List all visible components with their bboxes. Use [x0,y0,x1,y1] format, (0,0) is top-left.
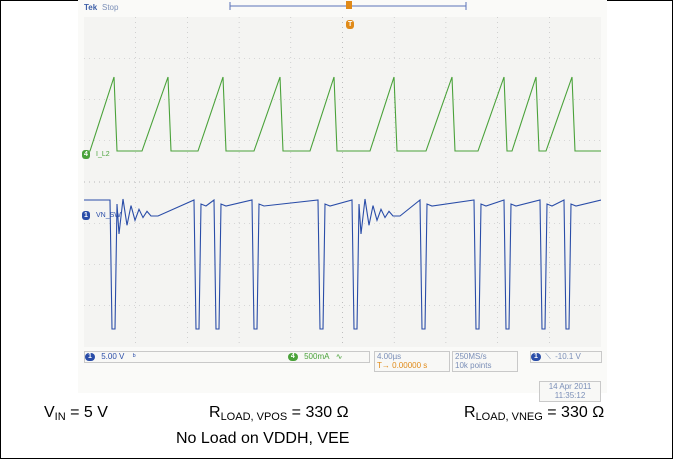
channel-1-ground-marker[interactable]: 1 [82,211,90,220]
vertical-scale-panel[interactable]: 1 5.00 V ᵇ 4 500mA ∿ [84,351,370,363]
channel-1-label: VN_SW [96,212,121,219]
channel-4-current-trace [84,76,601,152]
trigger-offset-icon: T→ [377,361,390,370]
trigger-position-marker: T [346,20,355,29]
rneg-subscript: LOAD, VNEG [475,411,543,423]
vin-value: = 5 V [65,404,108,421]
graticule-grid [84,17,602,347]
channel-4-badge: 4 [287,352,298,361]
acquisition-status: Stop [102,3,119,12]
channel-1-scale: 5.00 V [101,352,125,361]
channel-4-coupling-icon: ∿ [335,352,343,361]
falling-edge-icon: ⟍ [545,352,551,361]
oscilloscope-display: Tek Stop 4 I_L2 1 VN_SW T 1 5.00 V ᵇ 4 5… [78,0,607,402]
waveform-graticule [84,17,602,347]
acquisition-panel[interactable]: 250MS/s 10k points [452,351,518,372]
rload-vneg-caption: RLOAD, VNEG = 330 Ω [464,404,604,423]
capture-date: 14 Apr 2011 [548,382,592,391]
vin-subscript: IN [54,411,66,423]
record-length: 10k points [455,361,492,370]
trigger-source-badge: 1 [531,352,541,361]
scope-status-bar: 1 5.00 V ᵇ 4 500mA ∿ 4.00µs T→ 0.00000 s… [84,351,602,379]
channel-4-scale: 500mA [304,352,330,361]
channel-1-voltage-trace [84,198,602,330]
rpos-symbol: R [209,404,221,421]
timebase-panel[interactable]: 4.00µs T→ 0.00000 s [374,351,450,372]
bandwidth-limit-icon: ᵇ [132,352,136,361]
capture-time: 11:35:12 [554,391,586,400]
rpos-value: = 330 Ω [287,404,349,421]
rload-vpos-caption: RLOAD, VPOS = 330 Ω [209,404,349,423]
timestamp-panel: 14 Apr 2011 11:35:12 [539,381,601,402]
sample-rate: 250MS/s [455,352,487,361]
vin-symbol: V [44,404,55,421]
load-note-caption: No Load on VDDH, VEE [176,430,350,447]
channel-4-ground-marker[interactable]: 4 [82,150,90,159]
input-voltage-caption: VIN = 5 V [44,404,108,423]
rneg-value: = 330 Ω [542,404,605,421]
record-position-bar [229,1,467,10]
trigger-level: -10.1 V [555,352,581,361]
trigger-offset-value: 0.00000 s [392,361,428,370]
channel-4-label: I_L2 [96,151,110,158]
rpos-subscript: LOAD, VPOS [220,411,288,423]
brand-logo: Tek [84,3,98,12]
trigger-panel[interactable]: 1 ⟍ -10.1 V [530,351,602,363]
timebase-value: 4.00µs [377,352,402,361]
rneg-symbol: R [464,404,476,421]
channel-1-badge: 1 [85,352,95,361]
